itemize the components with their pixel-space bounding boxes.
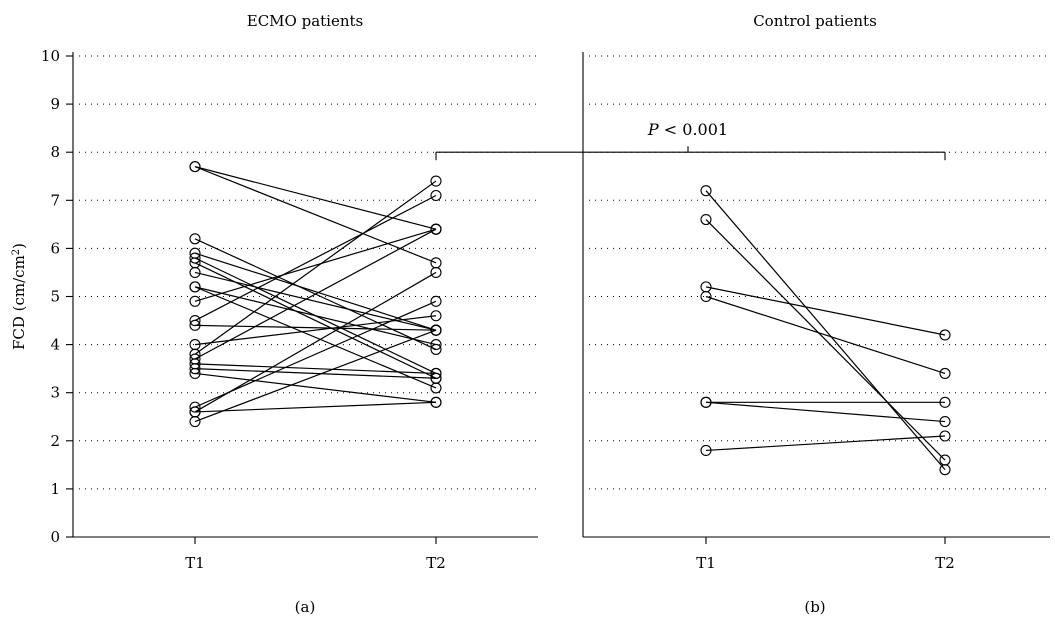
marker-t2 — [430, 396, 442, 408]
marker-t2 — [939, 416, 951, 428]
data-lines — [194, 166, 946, 471]
marker-t2 — [430, 189, 442, 202]
patient-line — [194, 401, 437, 413]
marker-t1 — [189, 161, 201, 173]
y-tick-label: 0 — [50, 528, 60, 546]
marker-t2 — [430, 339, 442, 351]
marker-t2 — [430, 324, 442, 336]
marker-t2 — [939, 367, 951, 380]
x-tick-label: T2 — [426, 554, 446, 572]
y-tick-label: 6 — [50, 239, 60, 257]
patient-line — [194, 271, 437, 413]
marker-t2 — [430, 372, 442, 384]
patient-line — [194, 228, 437, 360]
patient-line — [705, 295, 946, 375]
y-tick-label: 1 — [50, 480, 60, 498]
marker-t1 — [189, 401, 201, 413]
marker-t1 — [189, 367, 201, 380]
marker-t2 — [430, 343, 442, 355]
panel-label: (a) — [295, 598, 316, 616]
y-tick-label: 8 — [50, 143, 60, 161]
marker-t1 — [700, 185, 712, 197]
axes — [66, 52, 1050, 544]
patient-line — [194, 166, 437, 230]
marker-t1 — [189, 281, 201, 293]
y-tick-label: 3 — [50, 384, 60, 402]
panel-label: (b) — [804, 598, 825, 616]
marker-t1 — [700, 396, 712, 408]
marker-t1 — [189, 319, 201, 331]
patient-line — [194, 324, 437, 331]
patient-line — [194, 315, 437, 346]
x-tick-label: T1 — [696, 554, 716, 572]
marker-t2 — [430, 175, 442, 187]
marker-t2 — [939, 396, 951, 408]
p-value-annotation: P < 0.001 — [647, 120, 728, 139]
patient-line — [705, 401, 946, 423]
marker-t1 — [700, 290, 712, 303]
y-tick-label: 9 — [50, 95, 60, 113]
marker-t2 — [939, 454, 951, 466]
patient-line — [194, 300, 437, 408]
y-tick-label: 2 — [50, 432, 60, 450]
marker-t2 — [939, 430, 951, 442]
y-tick-label: 5 — [50, 288, 60, 306]
marker-t1 — [189, 295, 201, 307]
patient-line — [194, 372, 437, 403]
patient-line — [705, 435, 946, 452]
marker-t1 — [700, 444, 712, 456]
patient-line — [194, 363, 437, 375]
marker-t1 — [189, 416, 201, 428]
y-tick-label: 10 — [41, 47, 60, 65]
marker-t2 — [430, 295, 442, 307]
patient-line — [194, 166, 437, 264]
data-markers — [189, 161, 951, 476]
x-tick-label: T1 — [185, 554, 205, 572]
patient-line — [194, 180, 437, 355]
marker-t1 — [189, 314, 201, 327]
marker-t1 — [189, 363, 201, 375]
y-tick-label: 4 — [50, 336, 60, 354]
marker-t2 — [939, 329, 951, 341]
patient-line — [705, 219, 946, 461]
panel-title: Control patients — [753, 12, 877, 30]
patient-line — [194, 286, 437, 346]
marker-t1 — [189, 233, 201, 245]
patient-line — [194, 329, 437, 423]
marker-t2 — [430, 223, 442, 235]
x-tick-label: T2 — [935, 554, 955, 572]
patient-line — [194, 194, 437, 322]
patient-line — [705, 286, 946, 336]
labels: 0 1 2 3 4 5 6 7 8 9 10 FCD (cm/cm2) T1 T2 ECMO patient… — [10, 12, 955, 616]
marker-t2 — [430, 266, 442, 279]
marker-t1 — [700, 213, 712, 226]
patient-line — [194, 286, 437, 389]
y-tick-label: 7 — [50, 191, 60, 209]
patient-line — [194, 368, 437, 379]
marker-t2 — [430, 310, 442, 322]
patient-line — [194, 252, 437, 331]
y-axis-label: FCD (cm/cm2) — [10, 243, 28, 350]
grid-lines — [79, 55, 1050, 490]
patient-line — [194, 228, 437, 302]
marker-t2 — [430, 367, 442, 380]
marker-t1 — [189, 252, 201, 264]
patient-line — [705, 190, 946, 471]
marker-t1 — [189, 266, 201, 279]
panel-title: ECMO patients — [247, 12, 363, 30]
